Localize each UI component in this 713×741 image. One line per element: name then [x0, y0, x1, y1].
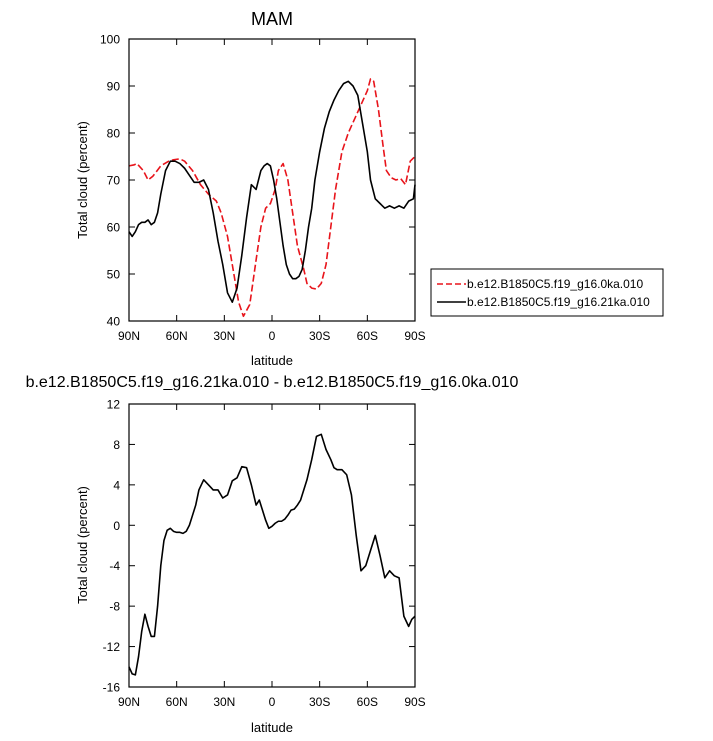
- y-tick-label: 50: [107, 268, 121, 282]
- legend-label-1: b.e12.B1850C5.f19_g16.21ka.010: [467, 295, 650, 309]
- x-tick-label: 60N: [166, 329, 188, 343]
- series-line-1-0: [128, 433, 416, 676]
- chart-title: MAM: [251, 9, 293, 29]
- y-tick-label: 90: [107, 80, 121, 94]
- x-tick-label: 90S: [404, 695, 425, 709]
- y-tick-label: 80: [107, 127, 121, 141]
- top-plot-frame: [128, 38, 416, 322]
- legend-label-0: b.e12.B1850C5.f19_g16.0ka.010: [467, 277, 643, 291]
- y-tick-label: 8: [113, 438, 120, 452]
- x-tick-label: 30N: [213, 329, 235, 343]
- x-tick-label: 90S: [404, 329, 425, 343]
- y-tick-label: -12: [103, 640, 121, 654]
- x-tick-label: 90N: [118, 329, 140, 343]
- x-tick-label: 30S: [309, 329, 330, 343]
- y-tick-label: -4: [109, 559, 120, 573]
- y-tick-label: 40: [107, 315, 121, 329]
- legend: b.e12.B1850C5.f19_g16.0ka.010 b.e12.B185…: [430, 268, 664, 317]
- top-y-axis: 40 50 60 70 80 90 100: [100, 33, 415, 329]
- y-tick-label: -16: [103, 681, 121, 695]
- x-tick-label: 0: [269, 329, 276, 343]
- y-tick-label: 70: [107, 174, 121, 188]
- top-x-axis-label: latitude: [251, 353, 293, 368]
- bottom-chart: b.e12.B1850C5.f19_g16.21ka.010 - b.e12.B…: [26, 374, 519, 735]
- x-tick-label: 60S: [357, 329, 378, 343]
- bottom-series-lines: [128, 433, 416, 676]
- x-tick-label: 30S: [309, 695, 330, 709]
- y-tick-label: 0: [113, 519, 120, 533]
- bottom-y-axis-label: Total cloud (percent): [75, 486, 90, 604]
- x-tick-label: 60N: [166, 695, 188, 709]
- series-line-0-0: [128, 78, 416, 318]
- y-tick-label: -8: [109, 600, 120, 614]
- y-tick-label: 60: [107, 221, 121, 235]
- top-series-lines: [128, 78, 416, 318]
- y-tick-label: 12: [107, 398, 121, 412]
- legend-box: [430, 268, 664, 317]
- y-tick-label: 4: [113, 478, 120, 492]
- x-tick-label: 60S: [357, 695, 378, 709]
- bottom-x-axis-label: latitude: [251, 720, 293, 735]
- x-tick-label: 0: [269, 695, 276, 709]
- difference-chart-title: b.e12.B1850C5.f19_g16.21ka.010 - b.e12.B…: [26, 374, 519, 391]
- x-tick-label: 30N: [213, 695, 235, 709]
- bottom-y-axis: -16 -12 -8 -4 0 4 8 12: [103, 398, 415, 695]
- top-x-axis: 90N 60N 30N 0 30S 60S 90S: [118, 39, 426, 343]
- bottom-x-axis: 90N 60N 30N 0 30S 60S 90S: [118, 404, 426, 709]
- x-tick-label: 90N: [118, 695, 140, 709]
- y-tick-label: 100: [100, 33, 120, 47]
- series-line-0-1: [128, 80, 416, 303]
- top-y-axis-label: Total cloud (percent): [75, 121, 90, 239]
